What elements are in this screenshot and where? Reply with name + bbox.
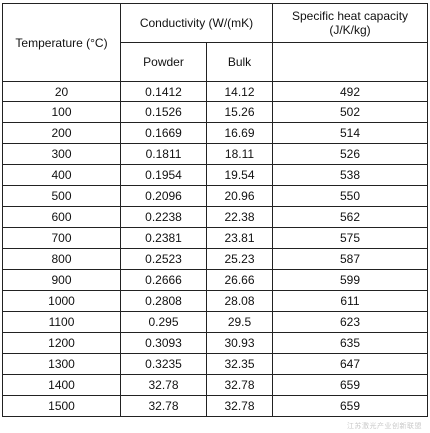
cell-powder-conductivity: 0.2096 xyxy=(120,185,207,207)
header-heat-capacity-blank xyxy=(272,42,428,82)
table-row: 600 0.2238 22.38 562 xyxy=(2,206,428,228)
cell-powder-conductivity: 0.2238 xyxy=(120,206,207,228)
cell-bulk-conductivity: 20.96 xyxy=(206,185,273,207)
table-row: 200 0.1669 16.69 514 xyxy=(2,122,428,144)
table-row: 500 0.2096 20.96 550 xyxy=(2,185,428,207)
cell-temperature: 800 xyxy=(2,248,121,270)
cell-powder-conductivity: 32.78 xyxy=(120,374,207,396)
cell-powder-conductivity: 0.1811 xyxy=(120,143,207,165)
table-row: 1100 0.295 29.5 623 xyxy=(2,311,428,333)
header-conductivity: Conductivity (W/(mK) xyxy=(120,3,273,43)
cell-temperature: 300 xyxy=(2,143,121,165)
cell-bulk-conductivity: 32.78 xyxy=(206,395,273,417)
table-row: 20 0.1412 14.12 492 xyxy=(2,81,428,102)
cell-powder-conductivity: 0.1669 xyxy=(120,122,207,144)
cell-powder-conductivity: 0.1526 xyxy=(120,101,207,123)
cell-bulk-conductivity: 14.12 xyxy=(206,81,273,102)
cell-temperature: 200 xyxy=(2,122,121,144)
cell-temperature: 100 xyxy=(2,101,121,123)
cell-temperature: 500 xyxy=(2,185,121,207)
cell-powder-conductivity: 0.2666 xyxy=(120,269,207,291)
cell-heat-capacity: 575 xyxy=(272,227,428,249)
cell-bulk-conductivity: 32.78 xyxy=(206,374,273,396)
cell-temperature: 1200 xyxy=(2,332,121,354)
cell-temperature: 20 xyxy=(2,81,121,102)
cell-powder-conductivity: 0.1954 xyxy=(120,164,207,186)
cell-heat-capacity: 514 xyxy=(272,122,428,144)
cell-bulk-conductivity: 26.66 xyxy=(206,269,273,291)
cell-heat-capacity: 538 xyxy=(272,164,428,186)
cell-powder-conductivity: 0.2381 xyxy=(120,227,207,249)
table-row: 1500 32.78 32.78 659 xyxy=(2,395,428,417)
table-row: 700 0.2381 23.81 575 xyxy=(2,227,428,249)
header-row-top: Temperature (°C) Conductivity (W/(mK) Sp… xyxy=(2,3,428,82)
cell-bulk-conductivity: 30.93 xyxy=(206,332,273,354)
cell-temperature: 900 xyxy=(2,269,121,291)
table-row: 800 0.2523 25.23 587 xyxy=(2,248,428,270)
cell-bulk-conductivity: 22.38 xyxy=(206,206,273,228)
table-row: 1400 32.78 32.78 659 xyxy=(2,374,428,396)
cell-heat-capacity: 659 xyxy=(272,395,428,417)
cell-powder-conductivity: 0.2523 xyxy=(120,248,207,270)
cell-temperature: 1400 xyxy=(2,374,121,396)
table-row: 300 0.1811 18.11 526 xyxy=(2,143,428,165)
table-row: 900 0.2666 26.66 599 xyxy=(2,269,428,291)
cell-temperature: 700 xyxy=(2,227,121,249)
cell-temperature: 400 xyxy=(2,164,121,186)
cell-powder-conductivity: 0.3235 xyxy=(120,353,207,375)
cell-temperature: 1500 xyxy=(2,395,121,417)
cell-temperature: 1000 xyxy=(2,290,121,312)
cell-bulk-conductivity: 29.5 xyxy=(206,311,273,333)
cell-heat-capacity: 611 xyxy=(272,290,428,312)
table-row: 1000 0.2808 28.08 611 xyxy=(2,290,428,312)
cell-heat-capacity: 526 xyxy=(272,143,428,165)
cell-powder-conductivity: 0.295 xyxy=(120,311,207,333)
cell-temperature: 600 xyxy=(2,206,121,228)
cell-heat-capacity: 492 xyxy=(272,81,428,102)
cell-powder-conductivity: 0.1412 xyxy=(120,81,207,102)
cell-temperature: 1300 xyxy=(2,353,121,375)
cell-heat-capacity: 635 xyxy=(272,332,428,354)
header-temperature: Temperature (°C) xyxy=(2,3,121,82)
cell-bulk-conductivity: 23.81 xyxy=(206,227,273,249)
cell-bulk-conductivity: 16.69 xyxy=(206,122,273,144)
cell-temperature: 1100 xyxy=(2,311,121,333)
table-body: 20 0.1412 14.12 492 100 0.1526 15.26 502 200 0.16… xyxy=(2,81,428,417)
cell-heat-capacity: 599 xyxy=(272,269,428,291)
cell-bulk-conductivity: 15.26 xyxy=(206,101,273,123)
header-powder: Powder xyxy=(120,42,207,82)
cell-bulk-conductivity: 18.11 xyxy=(206,143,273,165)
cell-heat-capacity: 550 xyxy=(272,185,428,207)
cell-heat-capacity: 562 xyxy=(272,206,428,228)
header-row-sub: Powder Bulk xyxy=(3,42,428,82)
cell-powder-conductivity: 32.78 xyxy=(120,395,207,417)
cell-bulk-conductivity: 19.54 xyxy=(206,164,273,186)
cell-heat-capacity: 659 xyxy=(272,374,428,396)
cell-powder-conductivity: 0.2808 xyxy=(120,290,207,312)
watermark-text: 江苏激光产业创新联盟 xyxy=(347,423,422,430)
cell-heat-capacity: 647 xyxy=(272,353,428,375)
header-heat-capacity: Specific heat capacity (J/K/kg) xyxy=(272,3,428,43)
cell-heat-capacity: 623 xyxy=(272,311,428,333)
cell-heat-capacity: 502 xyxy=(272,101,428,123)
cell-powder-conductivity: 0.3093 xyxy=(120,332,207,354)
table-row: 400 0.1954 19.54 538 xyxy=(2,164,428,186)
header-bulk: Bulk xyxy=(206,42,273,82)
cell-bulk-conductivity: 25.23 xyxy=(206,248,273,270)
table-row: 1200 0.3093 30.93 635 xyxy=(2,332,428,354)
table-row: 100 0.1526 15.26 502 xyxy=(2,101,428,123)
cell-bulk-conductivity: 28.08 xyxy=(206,290,273,312)
cell-bulk-conductivity: 32.35 xyxy=(206,353,273,375)
properties-table: Temperature (°C) Conductivity (W/(mK) Sp… xyxy=(2,3,428,417)
table-row: 1300 0.3235 32.35 647 xyxy=(2,353,428,375)
cell-heat-capacity: 587 xyxy=(272,248,428,270)
